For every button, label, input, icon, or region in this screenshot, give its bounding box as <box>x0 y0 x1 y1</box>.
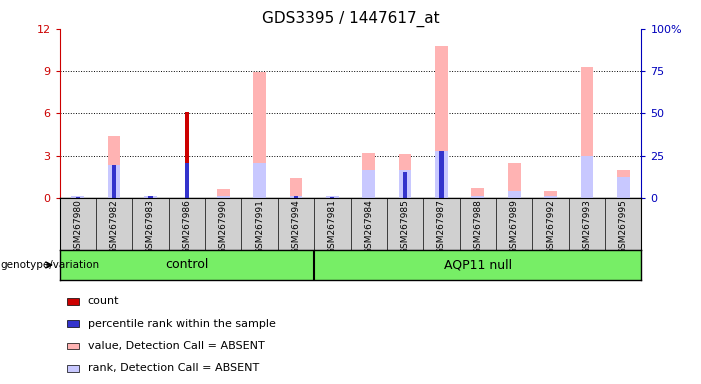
Text: GSM267988: GSM267988 <box>473 199 482 254</box>
Bar <box>290 196 302 198</box>
Bar <box>144 196 157 198</box>
Bar <box>253 162 266 198</box>
Title: GDS3395 / 1447617_at: GDS3395 / 1447617_at <box>261 11 440 27</box>
Bar <box>617 170 629 198</box>
Bar <box>294 196 298 198</box>
Text: GSM267984: GSM267984 <box>365 199 373 254</box>
Bar <box>217 189 230 198</box>
Bar <box>108 136 121 198</box>
Bar <box>617 177 629 198</box>
Bar <box>72 196 84 198</box>
Text: count: count <box>88 296 119 306</box>
Bar <box>108 166 121 198</box>
Text: GSM267994: GSM267994 <box>292 199 301 254</box>
Bar <box>544 196 557 198</box>
Bar <box>362 153 375 198</box>
Text: AQP11 null: AQP11 null <box>444 258 512 271</box>
Bar <box>253 73 266 198</box>
Bar <box>403 172 407 198</box>
Bar <box>508 162 521 198</box>
Bar <box>435 151 448 198</box>
Bar <box>326 196 339 198</box>
Text: value, Detection Call = ABSENT: value, Detection Call = ABSENT <box>88 341 264 351</box>
Text: GSM267983: GSM267983 <box>146 199 155 254</box>
Bar <box>399 170 411 198</box>
Bar <box>508 191 521 198</box>
Bar <box>471 196 484 198</box>
Bar <box>440 151 444 198</box>
Bar <box>149 196 153 198</box>
Text: GSM267982: GSM267982 <box>109 199 118 254</box>
Text: GSM267995: GSM267995 <box>619 199 627 254</box>
Text: GSM267991: GSM267991 <box>255 199 264 254</box>
Bar <box>362 170 375 198</box>
Text: GSM267993: GSM267993 <box>583 199 592 254</box>
Bar <box>580 156 593 198</box>
Text: GSM267987: GSM267987 <box>437 199 446 254</box>
Text: GSM267985: GSM267985 <box>400 199 409 254</box>
Text: genotype/variation: genotype/variation <box>1 260 100 270</box>
Text: GSM267981: GSM267981 <box>328 199 336 254</box>
Bar <box>184 162 189 198</box>
Text: GSM267986: GSM267986 <box>182 199 191 254</box>
Bar <box>184 112 189 198</box>
Text: control: control <box>165 258 209 271</box>
Bar <box>144 196 157 198</box>
Text: GSM267989: GSM267989 <box>510 199 519 254</box>
Text: rank, Detection Call = ABSENT: rank, Detection Call = ABSENT <box>88 363 259 373</box>
Bar <box>217 196 230 198</box>
Text: percentile rank within the sample: percentile rank within the sample <box>88 319 275 329</box>
Bar <box>471 188 484 198</box>
Bar <box>580 67 593 198</box>
Bar <box>435 46 448 198</box>
Bar <box>290 178 302 198</box>
Bar <box>112 166 116 198</box>
Bar <box>326 196 339 198</box>
Bar <box>399 154 411 198</box>
Bar <box>544 191 557 198</box>
Bar <box>72 196 84 198</box>
Bar <box>330 197 334 198</box>
Text: GSM267990: GSM267990 <box>219 199 228 254</box>
Text: GSM267992: GSM267992 <box>546 199 555 254</box>
Text: GSM267980: GSM267980 <box>74 199 82 254</box>
Bar <box>76 197 80 198</box>
